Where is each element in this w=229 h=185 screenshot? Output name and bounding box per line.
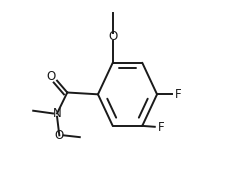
Text: N: N: [52, 107, 61, 120]
Text: F: F: [158, 121, 164, 134]
Text: O: O: [46, 70, 56, 83]
Text: F: F: [174, 88, 181, 101]
Text: O: O: [55, 129, 64, 142]
Text: O: O: [108, 30, 117, 43]
